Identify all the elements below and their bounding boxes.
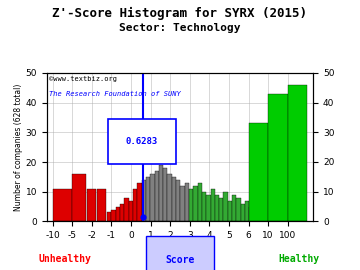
Bar xyxy=(228,201,232,221)
Bar xyxy=(159,165,163,221)
Bar xyxy=(202,192,206,221)
Bar xyxy=(53,189,72,221)
Bar xyxy=(116,207,120,221)
Bar xyxy=(150,174,154,221)
Bar xyxy=(248,123,268,221)
Bar xyxy=(257,210,261,221)
Bar xyxy=(112,210,116,221)
Bar xyxy=(189,189,193,221)
Bar xyxy=(219,198,224,221)
Bar xyxy=(241,204,245,221)
Bar xyxy=(141,180,146,221)
Text: Unhealthy: Unhealthy xyxy=(39,254,91,264)
Text: Healthy: Healthy xyxy=(278,254,319,264)
Bar xyxy=(146,177,150,221)
Bar xyxy=(172,177,176,221)
Bar xyxy=(180,186,185,221)
Bar xyxy=(137,183,141,221)
Bar xyxy=(120,204,124,221)
Bar xyxy=(87,189,96,221)
Bar xyxy=(224,192,228,221)
Bar xyxy=(185,183,189,221)
Bar xyxy=(193,186,198,221)
Text: 0.6283: 0.6283 xyxy=(126,137,158,146)
Bar xyxy=(237,198,241,221)
Text: Score: Score xyxy=(165,255,195,265)
Text: Z'-Score Histogram for SYRX (2015): Z'-Score Histogram for SYRX (2015) xyxy=(53,7,307,20)
Bar xyxy=(129,201,133,221)
Text: The Research Foundation of SUNY: The Research Foundation of SUNY xyxy=(49,91,181,97)
Bar xyxy=(245,201,249,221)
Bar xyxy=(198,183,202,221)
Bar xyxy=(107,212,111,221)
Bar xyxy=(176,180,180,221)
Bar xyxy=(248,207,253,221)
Bar xyxy=(154,171,159,221)
Bar xyxy=(163,168,167,221)
Bar xyxy=(206,195,211,221)
Bar xyxy=(288,85,307,221)
Bar xyxy=(211,189,215,221)
Bar xyxy=(72,174,86,221)
Bar xyxy=(268,94,288,221)
Bar xyxy=(124,198,129,221)
Y-axis label: Number of companies (628 total): Number of companies (628 total) xyxy=(14,83,23,211)
Bar xyxy=(253,207,257,221)
Text: ©www.textbiz.org: ©www.textbiz.org xyxy=(49,76,117,82)
Bar xyxy=(232,195,237,221)
Bar xyxy=(167,174,172,221)
Bar xyxy=(215,195,219,221)
Bar xyxy=(133,189,137,221)
Bar xyxy=(261,212,266,221)
Text: Sector: Technology: Sector: Technology xyxy=(119,23,241,33)
Bar xyxy=(97,189,105,221)
